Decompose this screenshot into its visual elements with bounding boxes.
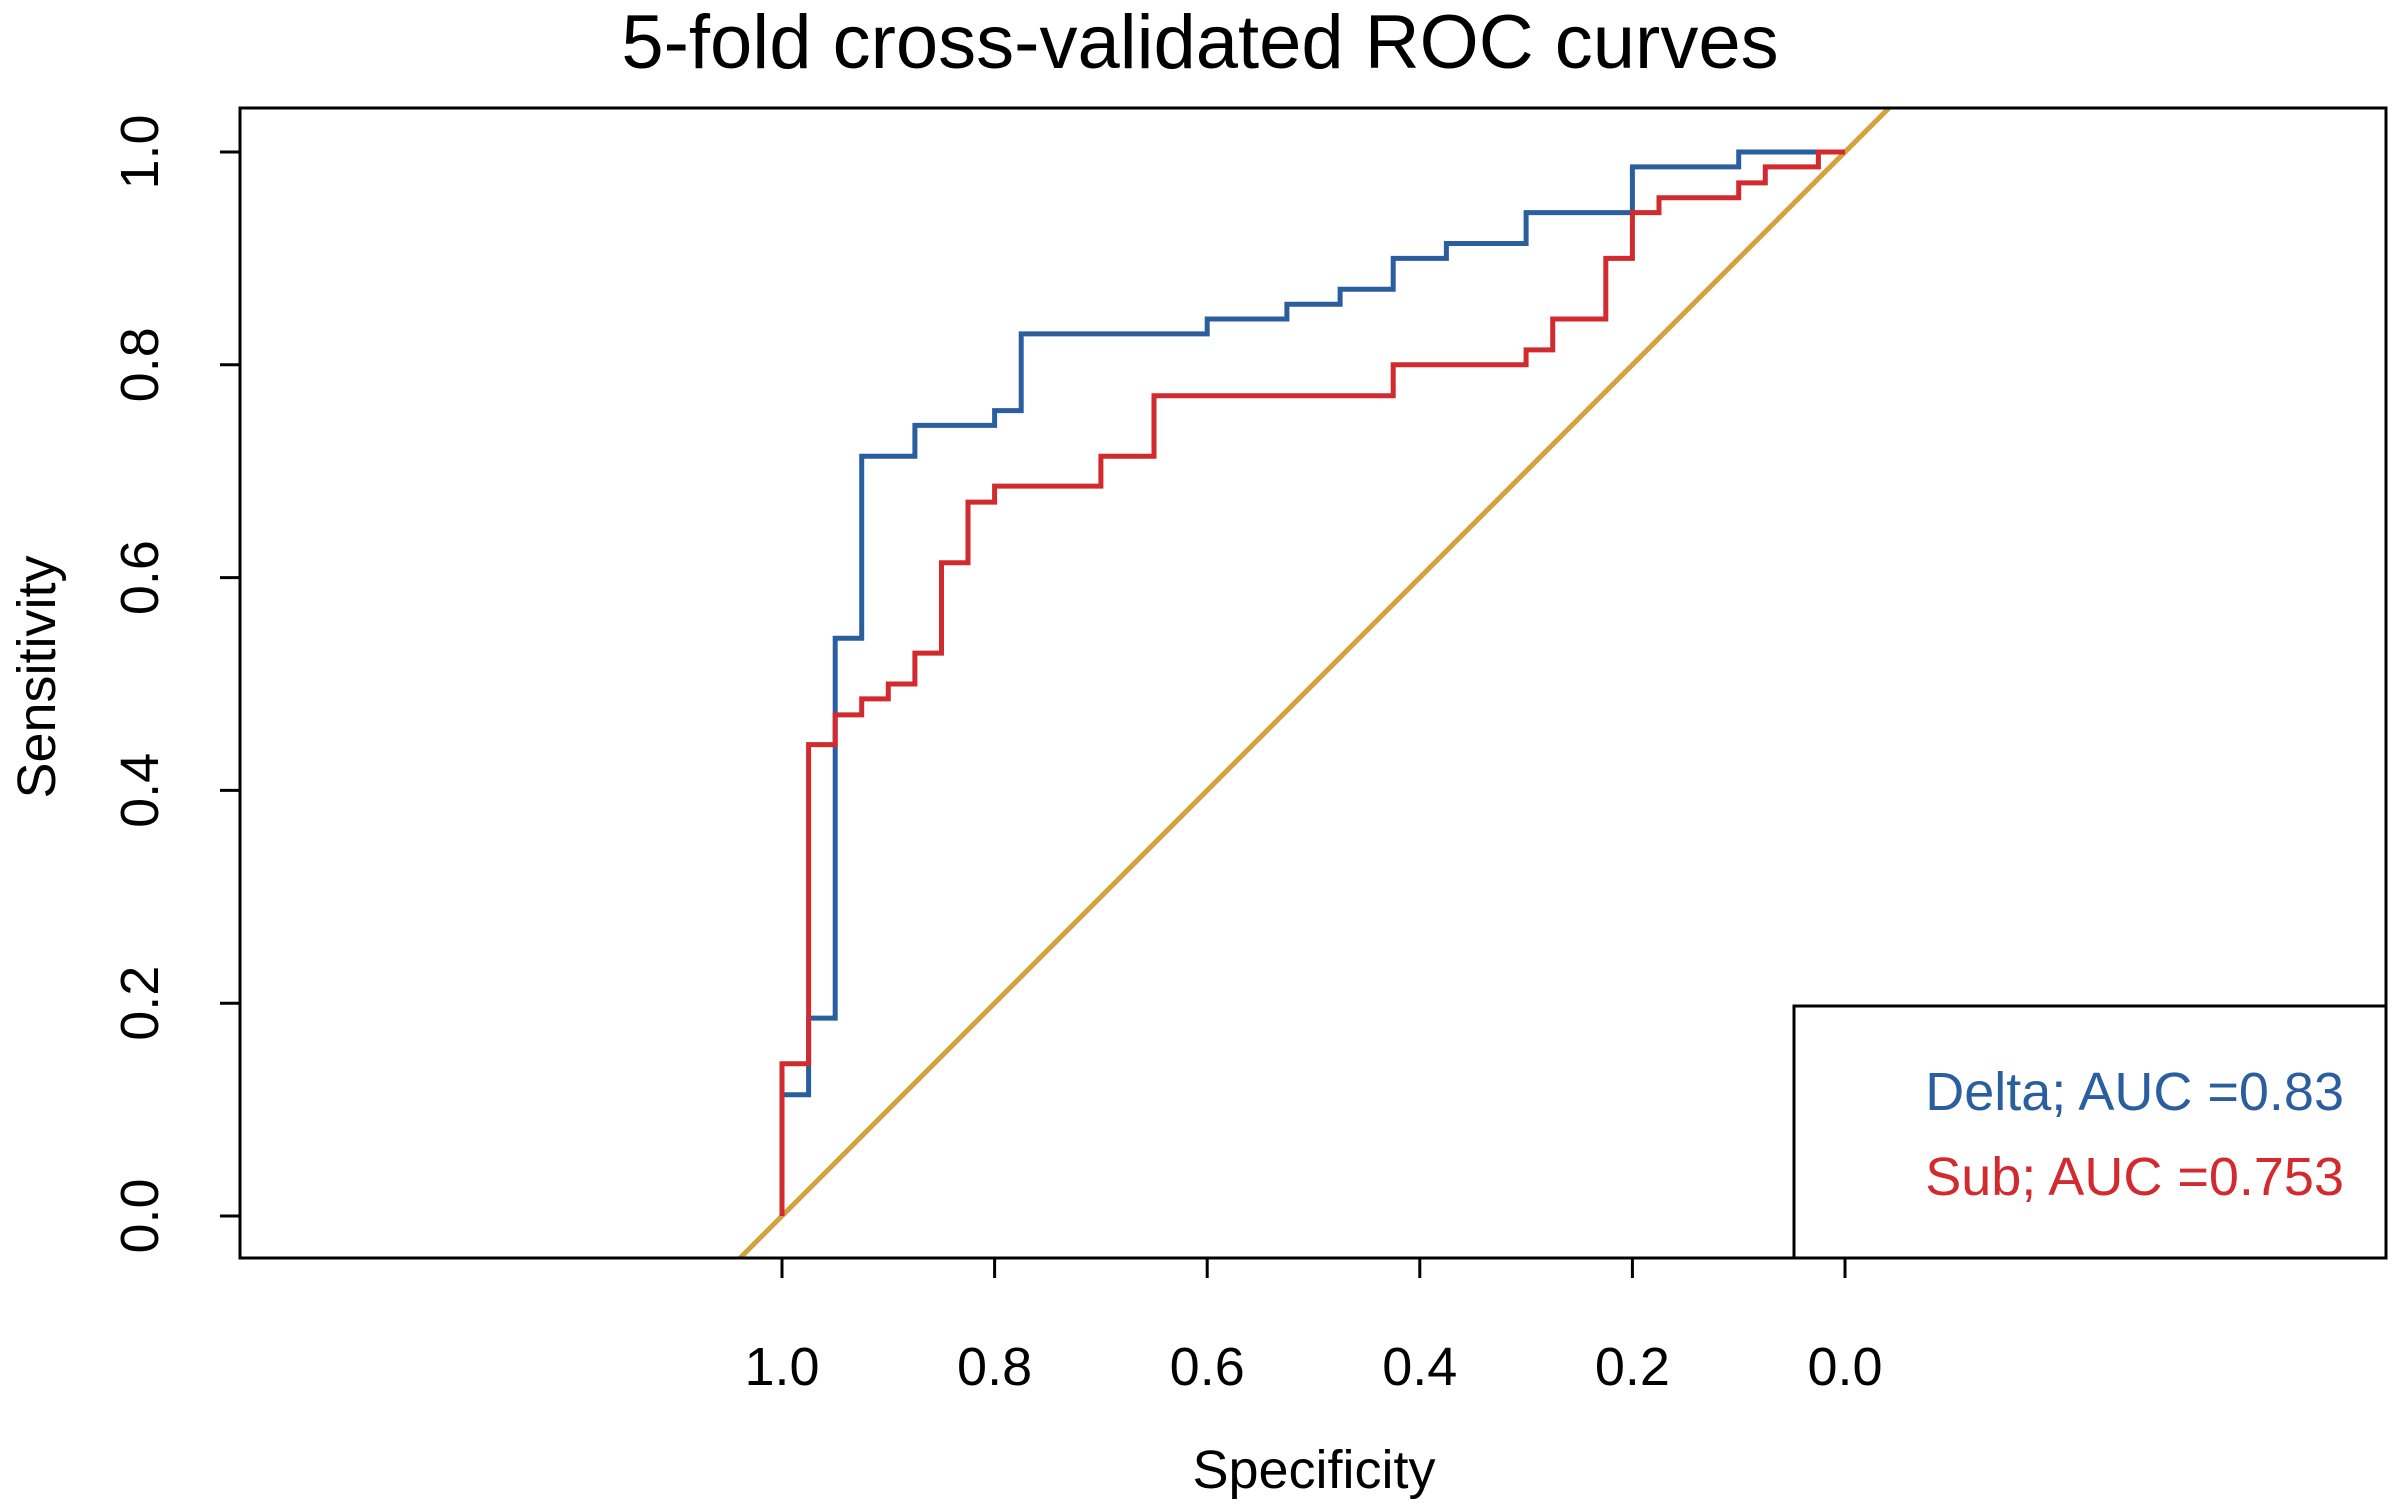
x-tick-label: 0.2 (1595, 1337, 1670, 1397)
y-tick-label: 1.0 (110, 114, 170, 189)
plot-area (736, 108, 1893, 1258)
y-tick-label: 0.8 (110, 327, 170, 402)
legend-box (1792, 1004, 2388, 1260)
y-axis-label: Sensitivity (7, 555, 67, 798)
legend: Delta; AUC =0.83 Sub; AUC =0.753 (1792, 1004, 2388, 1260)
x-tick-label: 0.0 (1807, 1337, 1882, 1397)
x-tick-label: 0.8 (957, 1337, 1032, 1397)
y-tick-label: 0.2 (110, 966, 170, 1041)
reference-diagonal-line (736, 108, 1893, 1258)
chart-title: 5-fold cross-validated ROC curves (621, 0, 1778, 85)
x-axis: 1.0 0.8 0.6 0.4 0.2 0.0 (744, 1256, 1883, 1397)
x-tick-label: 0.4 (1382, 1337, 1457, 1397)
y-tick-label: 0.0 (110, 1178, 170, 1253)
legend-entry-sub: Sub; AUC =0.753 (1925, 1147, 2344, 1207)
legend-entry-delta: Delta; AUC =0.83 (1925, 1062, 2344, 1122)
y-axis: 0.0 0.2 0.4 0.6 0.8 1.0 (110, 114, 240, 1254)
x-tick-label: 0.6 (1170, 1337, 1245, 1397)
series-line-delta (779, 149, 1845, 1216)
y-tick-label: 0.4 (110, 753, 170, 828)
x-tick-label: 1.0 (744, 1337, 819, 1397)
y-tick-label: 0.6 (110, 540, 170, 615)
series-line-sub (779, 149, 1845, 1216)
x-axis-label: Specificity (1192, 1440, 1435, 1500)
